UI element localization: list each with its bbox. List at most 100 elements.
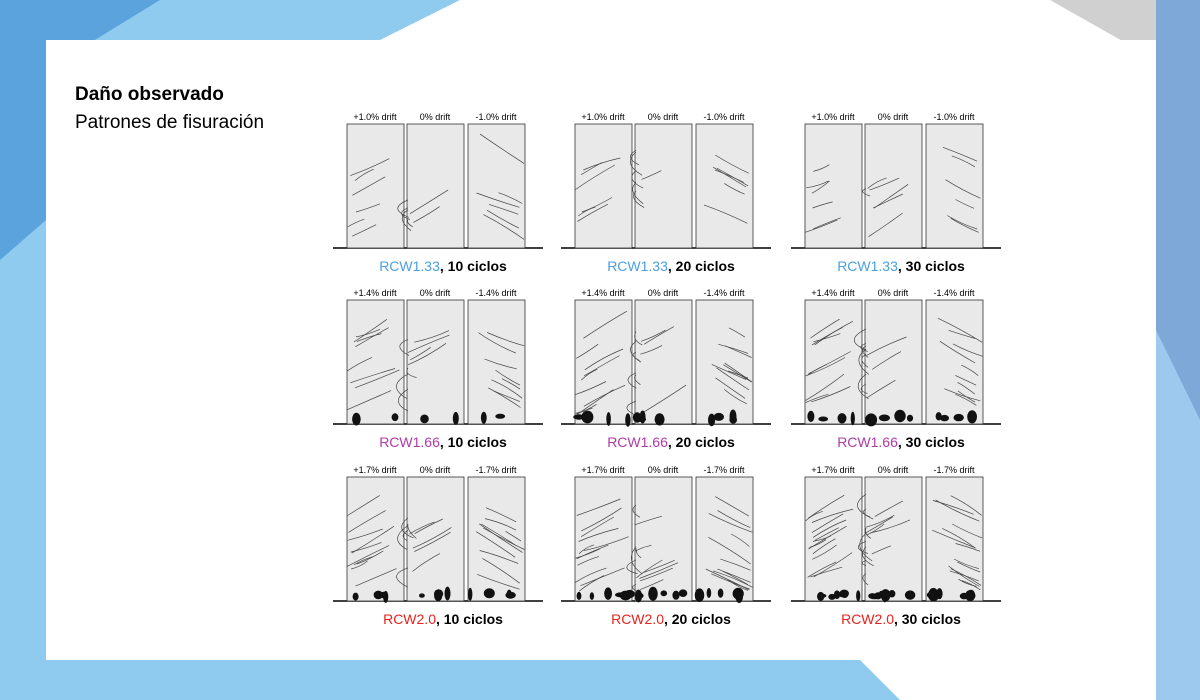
crack-line [413, 206, 440, 223]
wall-outline [406, 123, 465, 249]
crack-line [805, 510, 823, 521]
drift-label: -1.7% drift [933, 465, 975, 475]
crack-line [871, 351, 902, 370]
crack-line [484, 358, 517, 370]
wall-outline [574, 299, 633, 425]
crack-line [410, 347, 431, 361]
crack-line [352, 224, 377, 237]
crack-line [402, 530, 409, 542]
crack-line [866, 379, 896, 399]
crack-panel: +1.4% drift 0% drift -1.4% drift RCW1.66, 2… [561, 286, 781, 456]
wall-outline [804, 476, 863, 602]
drift-label: 0% drift [419, 112, 451, 122]
crack-line [705, 568, 750, 591]
crack-line [495, 369, 521, 386]
drift-label: -1.0% drift [475, 112, 517, 122]
crack-line [874, 500, 904, 517]
drift-label: 0% drift [877, 465, 909, 475]
wall-specimen [396, 476, 465, 602]
slide-title: Daño observado [75, 84, 224, 105]
specimen-name: RCW1.66 [837, 434, 898, 450]
wall-drawings [561, 123, 771, 249]
crack-line [397, 525, 409, 550]
spalling-mark [480, 411, 487, 424]
crack-line [412, 527, 452, 549]
spalling-mark [625, 413, 631, 427]
crack-line [575, 164, 615, 190]
drift-label: 0% drift [647, 288, 679, 298]
wall-outline [864, 299, 923, 425]
wall-specimen [574, 123, 633, 249]
crack-line [501, 378, 521, 390]
crack-line [401, 517, 414, 539]
crack-line [866, 336, 907, 356]
spalling-mark [373, 590, 383, 600]
crack-line [631, 170, 644, 189]
crack-line [716, 367, 750, 391]
crack-line [487, 332, 525, 347]
drift-label: 0% drift [877, 112, 909, 122]
wall-outline [467, 123, 526, 249]
wall-specimen [397, 123, 465, 249]
crack-line [414, 518, 444, 535]
drift-label: +1.4% drift [581, 288, 625, 298]
crack-line [355, 203, 381, 213]
crack-line [862, 573, 869, 586]
crack-line [636, 559, 663, 579]
crack-line [486, 209, 520, 229]
wall-specimen [804, 476, 863, 602]
crack-line [355, 328, 381, 338]
crack-line [347, 390, 392, 411]
crack-line [955, 393, 977, 406]
spalling-mark [818, 593, 827, 598]
spalling-mark [698, 590, 704, 598]
crack-panel: +1.0% drift 0% drift -1.0% drift RCW1.33, 3… [791, 110, 1011, 280]
crack-panel: +1.7% drift 0% drift -1.7% drift RCW2.0, 10… [333, 463, 553, 633]
crack-line [493, 390, 521, 402]
crack-line [578, 575, 605, 592]
crack-line [642, 384, 687, 413]
crack-line [862, 188, 871, 197]
wall-outline [925, 123, 984, 249]
panel-caption: RCW1.66, 20 ciclos [561, 434, 781, 450]
crack-line [584, 355, 620, 377]
spalling-mark [589, 592, 595, 600]
wall-drawings [791, 476, 1001, 603]
crack-line [577, 206, 596, 217]
wall-drawings [561, 299, 771, 427]
crack-line [576, 404, 597, 415]
crack-line [630, 150, 640, 166]
spalling-mark [807, 410, 815, 422]
slide-subtitle: Patrones de fisuración [75, 112, 265, 133]
crack-line [351, 560, 368, 570]
spalling-mark [868, 593, 877, 599]
crack-line [955, 375, 977, 386]
cycles-count: , 30 ciclos [893, 611, 961, 627]
crack-line [640, 329, 666, 342]
crack-line [955, 199, 975, 209]
spalling-mark [729, 409, 737, 424]
crack-line [724, 183, 745, 195]
spalling-mark [380, 591, 387, 599]
crack-line [575, 381, 607, 395]
crack-line [641, 170, 662, 180]
wall-specimen [925, 123, 984, 249]
crack-line [626, 400, 637, 416]
wall-outline [467, 476, 526, 602]
crack-line [811, 180, 830, 194]
crack-line [583, 384, 626, 407]
spalling-mark [678, 589, 688, 597]
crack-line [865, 516, 893, 534]
crack-line [356, 333, 382, 342]
spalling-mark [660, 590, 668, 597]
crack-line [576, 498, 621, 516]
wall-outline [406, 476, 465, 602]
crack-line [866, 523, 885, 536]
crack-line [814, 527, 839, 541]
crack-line [861, 353, 869, 368]
spalling-mark [468, 587, 473, 601]
crack-line [407, 334, 450, 353]
wall-specimen [630, 123, 693, 249]
crack-line [932, 500, 974, 515]
